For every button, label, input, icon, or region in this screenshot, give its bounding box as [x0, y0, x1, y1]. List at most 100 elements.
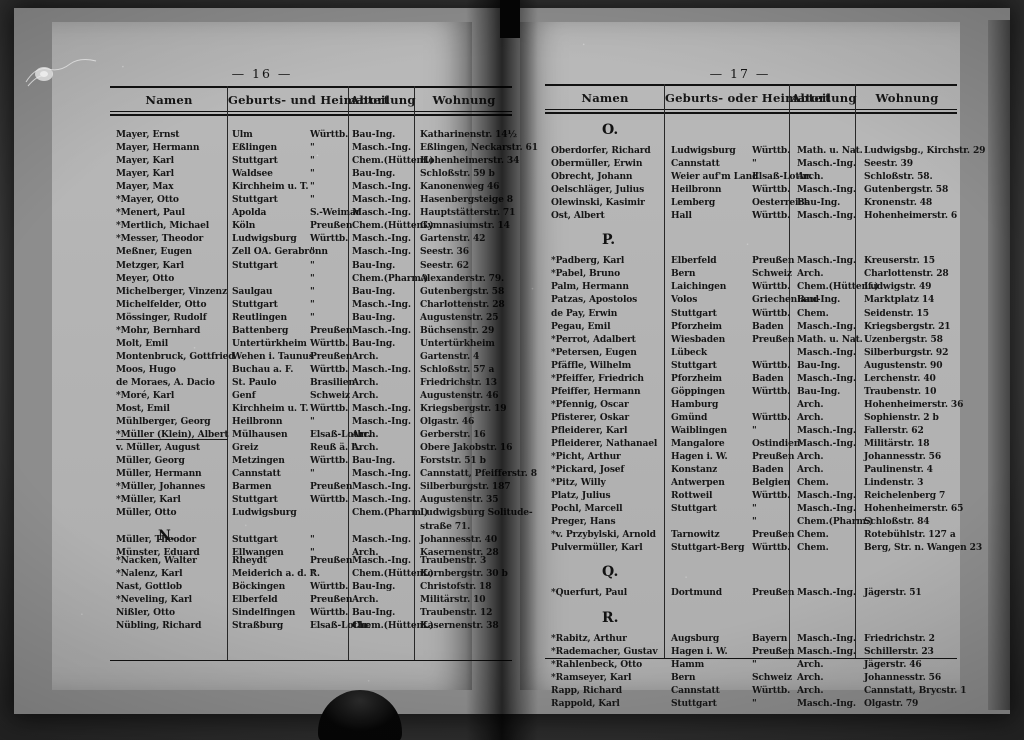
entry-state: Württb.: [752, 281, 791, 293]
entry-residence: Schloßstr. 58.: [864, 171, 933, 183]
entry-residence: Schloßstr. 84: [864, 516, 930, 528]
entry-name: Pochl, Marcell: [551, 503, 623, 515]
entry-residence: Hohenheimerstr. 6: [864, 210, 958, 222]
entry-residence: Kriegsbergstr. 21: [864, 320, 951, 332]
entry-state: Württb.: [752, 490, 791, 502]
entry-birthplace: Gmünd: [671, 411, 708, 423]
entry-residence: Jägerstr. 51: [864, 587, 922, 599]
entry-name: Platz, Julius: [551, 490, 611, 502]
entry-residence: Berg, Str. n. Wangen 23: [864, 542, 983, 554]
entry-birthplace: Hall: [671, 210, 692, 222]
table-rule: [545, 84, 957, 87]
entry-birthplace: Bern: [671, 268, 696, 280]
entry-residence: Kreuserstr. 15: [864, 255, 935, 267]
entry-department: Masch.-Ing.: [797, 320, 856, 332]
entry-name: Rapp, Richard: [551, 684, 622, 696]
entry-residence: Marktplatz 14: [864, 294, 935, 306]
entry-department: Masch.-Ing.: [797, 438, 856, 449]
column-header-4: Wohnung: [875, 91, 939, 105]
entry-state: ": [752, 658, 757, 670]
entry-residence: Paulinenstr. 4: [864, 464, 933, 476]
entry-department: Chem.(Pharm.): [797, 516, 873, 528]
entry-state: Baden: [752, 320, 784, 332]
entry-name: Pfisterer, Oskar: [551, 411, 629, 423]
entry-residence: Ludwigsbg., Kirchstr. 29: [864, 145, 986, 156]
entry-state: Preußen: [752, 645, 795, 657]
entry-birthplace: Hamburg: [671, 398, 719, 410]
entry-birthplace: Göppingen: [671, 385, 726, 397]
entry-name: Pulvermüller, Karl: [551, 542, 643, 554]
entry-residence: Friedrichstr. 2: [864, 632, 935, 644]
entry-birthplace: Stuttgart: [671, 359, 717, 371]
entry-residence: Olgastr. 79: [864, 697, 919, 709]
entry-name: *Querfurt, Paul: [551, 587, 628, 599]
entry-birthplace: Waiblingen: [671, 424, 727, 436]
entry-name: *Picht, Arthur: [551, 451, 621, 463]
entry-name: *Perrot, Adalbert: [551, 333, 636, 345]
entry-department: Arch.: [797, 171, 824, 183]
entry-state: Baden: [752, 372, 784, 384]
entry-birthplace: Stuttgart: [671, 307, 717, 319]
entry-state: Württb.: [752, 210, 791, 222]
entry-residence: Hohenheimerstr. 36: [864, 398, 964, 410]
entry-residence: Militärstr. 18: [864, 438, 930, 449]
entry-birthplace: Volos: [671, 294, 698, 306]
entry-department: Masch.-Ing.: [797, 158, 856, 170]
entry-name: Pegau, Emil: [551, 320, 611, 332]
entry-residence: Ludwigstr. 49: [864, 281, 932, 293]
column-separator: [789, 84, 790, 658]
entry-department: Masch.-Ing.: [797, 210, 856, 222]
entry-name: Palm, Hermann: [551, 281, 629, 293]
entry-department: Arch.: [797, 268, 824, 280]
column-separator: [664, 84, 665, 658]
entry-birthplace: Dortmund: [671, 587, 722, 599]
entry-birthplace: Cannstatt: [671, 158, 720, 170]
entry-residence: Fallerstr. 62: [864, 424, 924, 436]
section-letter: R.: [602, 609, 619, 626]
entry-department: Arch.: [797, 411, 824, 423]
entry-department: Arch.: [797, 464, 824, 476]
entry-state: Württb.: [752, 542, 791, 554]
entry-birthplace: Pforzheim: [671, 320, 722, 332]
entry-state: Schweiz: [752, 268, 792, 280]
entry-name: *Rahlenbeck, Otto: [551, 658, 643, 670]
entry-department: Masch.-Ing.: [797, 503, 856, 515]
entry-state: Preußen: [752, 255, 795, 267]
entry-residence: Johannesstr. 56: [864, 671, 942, 683]
entry-department: Masch.-Ing.: [797, 424, 856, 436]
entry-name: *Ramseyer, Karl: [551, 671, 632, 683]
entry-residence: Johannesstr. 56: [864, 451, 942, 463]
entry-department: Math. u. Nat.: [797, 145, 863, 156]
entry-residence: Kronenstr. 48: [864, 197, 933, 209]
entry-birthplace: Lemberg: [671, 197, 716, 209]
entry-birthplace: Pforzheim: [671, 372, 722, 384]
entry-department: Bau-Ing.: [797, 385, 841, 397]
entry-state: ": [752, 424, 757, 436]
entry-state: Preußen: [752, 333, 795, 345]
entry-name: Pfleiderer, Karl: [551, 424, 628, 436]
entry-birthplace: Wiesbaden: [671, 333, 726, 345]
entry-department: Arch.: [797, 658, 824, 670]
entry-birthplace: Stuttgart: [671, 503, 717, 515]
table-rule: [545, 112, 957, 115]
entry-residence: Charlottenstr. 28: [864, 268, 949, 280]
entry-department: Arch.: [797, 451, 824, 463]
entry-department: Arch.: [797, 684, 824, 696]
entry-birthplace: Hagen i. W.: [671, 645, 728, 657]
entry-state: Schweiz: [752, 671, 792, 683]
entry-state: Württb.: [752, 145, 791, 156]
binding-clip-top: [500, 0, 520, 38]
column-separator: [855, 84, 856, 658]
entry-birthplace: Stuttgart-Berg: [671, 542, 745, 554]
entry-state: Bayern: [752, 632, 788, 644]
entry-birthplace: Cannstatt: [671, 684, 720, 696]
entry-birthplace: Augsburg: [671, 632, 720, 644]
entry-name: *Pabel, Bruno: [551, 268, 620, 280]
entry-name: Obrecht, Johann: [551, 171, 633, 183]
entry-name: Pfäffle, Wilhelm: [551, 359, 632, 371]
entry-residence: Lerchenstr. 40: [864, 372, 936, 384]
entry-department: Chem.: [797, 307, 829, 319]
entry-name: *Pfennig, Oscar: [551, 398, 629, 410]
entry-birthplace: Ludwigsburg: [671, 145, 736, 156]
entry-residence: Seidenstr. 15: [864, 307, 929, 319]
